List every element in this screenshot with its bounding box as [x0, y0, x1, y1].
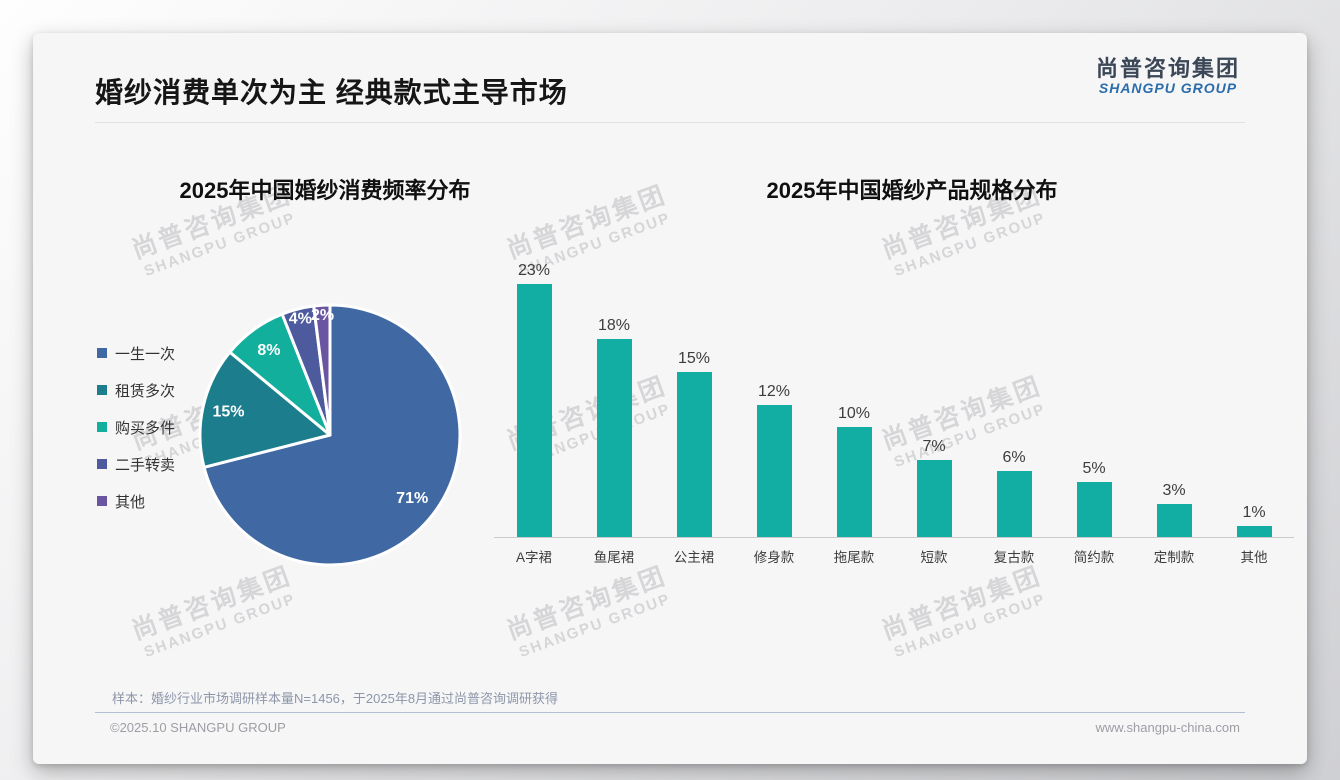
bar-category-label: 公主裙: [673, 550, 715, 565]
bar-category-label: 拖尾款: [833, 550, 875, 565]
bar-value-label: 1%: [1242, 504, 1266, 521]
bar-column-其他: 1%: [1214, 504, 1294, 537]
bar-category-label: 简约款: [1073, 550, 1115, 565]
bar-rect: [756, 405, 792, 537]
bar-category-label: A字裙: [515, 550, 552, 565]
bar-category-label: 定制款: [1153, 550, 1195, 565]
bar-category-label: 短款: [920, 550, 948, 565]
pie-legend: 一生一次租赁多次购买多件二手转卖其他: [97, 342, 175, 512]
bar-value-label: 15%: [677, 350, 711, 367]
company-logo: 尚普咨询集团 SHANGPU GROUP: [1095, 56, 1240, 97]
legend-label: 其他: [115, 493, 146, 511]
bar-category-label: 鱼尾裙: [593, 550, 635, 565]
bar-rect: [836, 427, 872, 537]
pie-data-label: 71%: [396, 490, 428, 507]
bar-column-复古款: 6%: [974, 449, 1054, 537]
copyright-text: ©2025.10 SHANGPU GROUP: [110, 720, 286, 735]
bar-value-label: 6%: [1002, 449, 1026, 466]
bar-rect: [1236, 526, 1272, 537]
logo-english-text: SHANGPU GROUP: [1098, 80, 1238, 97]
page-title: 婚纱消费单次为主 经典款式主导市场: [95, 77, 568, 108]
bar-column-拖尾款: 10%: [814, 405, 894, 537]
bar-chart-title: 2025年中国婚纱产品规格分布: [766, 178, 1058, 203]
bar-value-label: 12%: [757, 383, 791, 400]
bar-value-label: 7%: [922, 438, 946, 455]
legend-label: 租赁多次: [115, 382, 176, 400]
legend-label: 二手转卖: [115, 456, 176, 474]
pie-chart: 71% 15% 8% 4% 2%: [198, 303, 462, 567]
bar-column-A字裙: 23%: [494, 262, 574, 537]
bar-column-简约款: 5%: [1054, 460, 1134, 537]
legend-swatch: [97, 348, 107, 358]
footer-divider: [95, 712, 1245, 713]
pie-slice-租赁多次: [198, 350, 332, 469]
pie-data-label: 15%: [212, 404, 244, 421]
slide-card: 尚普咨询集团 SHANGPU GROUP 尚普咨询集团 SHANGPU GROUP 尚普…: [33, 33, 1307, 764]
bar-column-定制款: 3%: [1134, 482, 1214, 537]
bar-rect: [996, 471, 1032, 537]
legend-item-其他: 其他: [97, 490, 175, 512]
pie-data-label: 4%: [289, 310, 312, 327]
bar-category-axis: A字裙 鱼尾裙 公主裙 修身款 拖尾款 短款 复古款 简约款 定制款 其他: [494, 546, 1294, 566]
bar-value-label: 23%: [517, 262, 551, 279]
pie-chart-title: 2025年中国婚纱消费频率分布: [179, 178, 471, 203]
bar-plot-area: 23% 18% 15% 12% 10% 7% 6% 5% 3% 1%: [494, 255, 1294, 538]
bar-value-label: 10%: [837, 405, 871, 422]
legend-label: 一生一次: [115, 345, 176, 363]
bar-chart: 23% 18% 15% 12% 10% 7% 6% 5% 3% 1% A字裙 鱼尾裙 公主裙 修身款 拖尾…: [494, 255, 1294, 566]
pie-data-label: 8%: [257, 342, 280, 359]
bar-rect: [1076, 482, 1112, 537]
bar-rect: [516, 284, 552, 537]
legend-item-购买多件: 购买多件: [97, 416, 175, 438]
legend-item-租赁多次: 租赁多次: [97, 379, 175, 401]
bar-category-label: 修身款: [753, 550, 795, 565]
legend-swatch: [97, 496, 107, 506]
pie-chart-wrap: 71% 15% 8% 4% 2%: [160, 265, 500, 605]
bar-rect: [1156, 504, 1192, 537]
bar-value-label: 18%: [597, 317, 631, 334]
bar-column-公主裙: 15%: [654, 350, 734, 537]
title-divider: [95, 122, 1245, 123]
bar-category-label: 其他: [1240, 550, 1268, 565]
sample-footnote: 样本：婚纱行业市场调研样本量N=1456，于2025年8月通过尚普咨询调研获得: [112, 691, 559, 706]
bar-value-label: 5%: [1082, 460, 1106, 477]
bar-column-修身款: 12%: [734, 383, 814, 537]
bar-category-label: 复古款: [993, 550, 1035, 565]
legend-label: 购买多件: [115, 419, 176, 437]
pie-slice-一生一次: [202, 303, 462, 567]
legend-item-二手转卖: 二手转卖: [97, 453, 175, 475]
bar-column-鱼尾裙: 18%: [574, 317, 654, 537]
bar-rect: [916, 460, 952, 537]
bar-value-label: 3%: [1162, 482, 1186, 499]
website-text: www.shangpu-china.com: [1095, 720, 1240, 735]
legend-swatch: [97, 385, 107, 395]
legend-swatch: [97, 459, 107, 469]
bar-column-短款: 7%: [894, 438, 974, 537]
legend-swatch: [97, 422, 107, 432]
logo-chinese-text: 尚普咨询集团: [1095, 56, 1240, 81]
legend-item-一生一次: 一生一次: [97, 342, 175, 364]
pie-slice-其他: [312, 303, 332, 437]
bar-rect: [596, 339, 632, 537]
pie-data-label: 2%: [311, 307, 334, 324]
bar-rect: [676, 372, 712, 537]
